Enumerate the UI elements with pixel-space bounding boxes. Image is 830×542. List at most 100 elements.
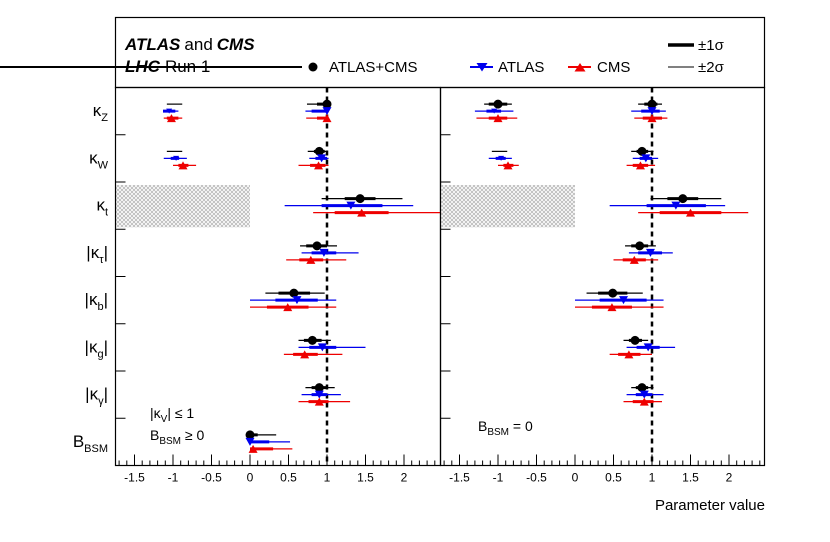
- excluded-region-band: [441, 185, 575, 228]
- panel-frame: [114, 86, 442, 467]
- x-tick-label: -1: [493, 471, 504, 485]
- data-point-triangle-up: [607, 303, 617, 312]
- y-label-γ: |κγ|: [85, 385, 108, 408]
- data-point-triangle-up: [686, 208, 695, 217]
- x-tick-label: 0.5: [605, 471, 622, 485]
- data-point-circle: [307, 335, 317, 345]
- y-label-g: |κg|: [85, 337, 108, 360]
- left-annotation-kappa-v: |κV| ≤ 1: [150, 405, 194, 425]
- right-annotation-bbsm: BBSM = 0: [478, 418, 533, 438]
- data-point-triangle-up: [357, 208, 367, 217]
- x-tick-label: -0.5: [201, 471, 222, 485]
- data-point-triangle-up-alt: [493, 114, 503, 123]
- y-label-t: κt: [96, 196, 108, 219]
- x-tick-label: 1.5: [682, 471, 699, 485]
- data-point-triangle-up: [314, 161, 324, 170]
- legend-triangle-up-marker: [574, 63, 586, 72]
- legend-cms: CMS: [568, 59, 630, 76]
- data-point-triangle-down-alt: [491, 108, 498, 114]
- data-point-circle: [314, 383, 324, 393]
- data-point-triangle-up: [635, 161, 645, 170]
- header-box: ATLAS and CMS LHC Run 1 ATLAS+CMS ATLAS CMS…: [0, 16, 766, 89]
- data-point-triangle-down: [322, 107, 332, 116]
- data-point-triangle-down: [314, 390, 324, 399]
- data-point-circle: [637, 146, 647, 156]
- panel-frame: [439, 86, 766, 467]
- series-cms: [163, 114, 443, 453]
- legend-label-atlas-cms: ATLAS+CMS: [329, 59, 418, 76]
- legend-triangle-down-marker: [476, 63, 488, 72]
- data-point-triangle-down: [317, 343, 327, 352]
- y-label-w: κW: [89, 148, 109, 171]
- data-point-triangle-up: [314, 397, 324, 406]
- data-point-circle: [314, 146, 324, 156]
- data-point-circle-alt: [493, 99, 503, 109]
- data-point-circle: [355, 194, 365, 204]
- series-atlas-cms: [166, 99, 403, 440]
- legend-atlas-cms: ATLAS+CMS: [0, 59, 418, 76]
- x-axis-title: Parameter value: [655, 497, 765, 514]
- x-tick-label: -1.5: [449, 471, 470, 485]
- data-point-triangle-down: [619, 296, 629, 305]
- data-point-triangle-down: [292, 296, 302, 305]
- panel-left: -1.5 -1 -0.5 0 0.5 1 1.5 2: [114, 86, 443, 485]
- data-point-triangle-down-alt: [173, 155, 180, 161]
- data-point-triangle-up: [306, 255, 316, 264]
- data-point-triangle-up-alt: [166, 114, 176, 123]
- legend-atlas: ATLAS: [470, 59, 544, 76]
- y-label-z: κZ: [93, 101, 109, 124]
- x-tick-label: 2: [401, 471, 408, 485]
- data-point-circle: [637, 383, 647, 393]
- x-tick-label: -0.5: [526, 471, 547, 485]
- data-point-circle: [289, 288, 299, 298]
- x-tick-label: 2: [726, 471, 733, 485]
- legend-circle-marker: [308, 62, 318, 72]
- data-point-triangle-down-alt: [498, 155, 505, 161]
- legend-1sigma-label: ±1σ: [698, 37, 725, 54]
- data-point-triangle-up: [283, 303, 293, 312]
- series-atlas: [162, 107, 414, 446]
- data-point-triangle-up: [248, 444, 258, 453]
- data-point-triangle-down: [641, 154, 651, 163]
- y-label-τ: |κτ|: [86, 243, 108, 266]
- x-tick-label: -1.5: [124, 471, 145, 485]
- data-point-triangle-up: [639, 397, 649, 406]
- data-point-circle: [608, 288, 618, 298]
- left-annotation-bbsm: BBSM ≥ 0: [150, 427, 204, 447]
- legend-sigma: ±1σ ±2σ: [668, 37, 725, 76]
- data-point-triangle-down: [346, 201, 356, 210]
- data-point-triangle-up: [322, 114, 332, 123]
- data-point-circle: [312, 241, 322, 251]
- data-point-triangle-down: [643, 343, 653, 352]
- legend-2sigma-label: ±2σ: [698, 59, 725, 76]
- series-cms: [476, 114, 749, 406]
- y-label-bsm: BBSM: [73, 432, 108, 455]
- x-tick-label: -1: [168, 471, 179, 485]
- data-point-triangle-down: [645, 248, 655, 257]
- series-atlas-cms: [484, 99, 722, 393]
- legend-label-atlas: ATLAS: [498, 59, 544, 76]
- legend-label-cms: CMS: [597, 59, 630, 76]
- y-label-b: |κb|: [85, 290, 108, 313]
- data-point-triangle-down: [671, 201, 681, 210]
- data-point-circle: [678, 194, 688, 204]
- y-axis-labels: κZ κW κt |κτ| |κb| |κg| |κγ| BBSM: [73, 101, 109, 455]
- data-point-circle: [635, 241, 645, 251]
- excluded-region-band: [116, 185, 250, 228]
- data-point-triangle-up: [629, 255, 639, 264]
- series-atlas: [474, 107, 726, 399]
- data-point-circle: [245, 430, 255, 440]
- data-point-triangle-down: [319, 248, 329, 257]
- x-tick-label: 1: [324, 471, 331, 485]
- data-point-triangle-up-alt: [178, 161, 188, 170]
- data-point-triangle-up: [300, 350, 310, 359]
- data-point-triangle-up: [624, 350, 634, 359]
- data-point-triangle-up-alt: [503, 161, 513, 170]
- title-experiments: ATLAS and CMS: [124, 35, 255, 54]
- data-point-triangle-down: [245, 437, 255, 446]
- x-tick-label: 0: [572, 471, 579, 485]
- data-point-circle: [647, 99, 657, 109]
- data-point-triangle-up: [647, 114, 657, 123]
- x-tick-label: 0.5: [280, 471, 297, 485]
